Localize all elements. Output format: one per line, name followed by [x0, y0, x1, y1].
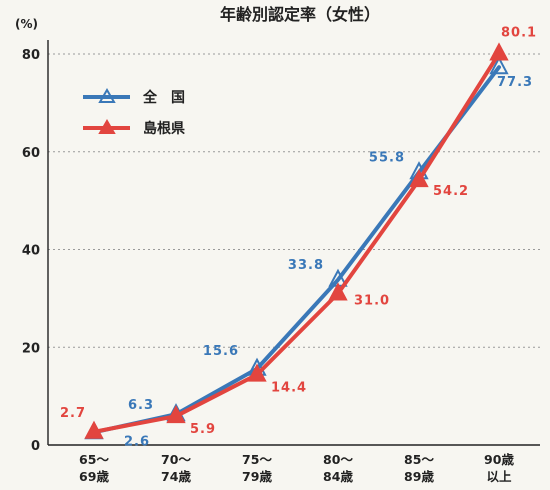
- data-label: 54.2: [433, 184, 469, 199]
- data-labels: 2.6 6.3 15.6 33.8 55.8 77.3 2.7 5.9 14.4 31.0 54.2…: [60, 26, 537, 450]
- data-point-marker: [328, 282, 348, 301]
- x-tick-label: 90歳以上: [484, 452, 514, 484]
- legend-label-national: 全 国: [142, 89, 185, 106]
- legend-marker-national: [98, 88, 116, 103]
- data-label: 6.3: [128, 398, 154, 413]
- data-point-marker: [166, 405, 186, 424]
- gridlines: [48, 53, 540, 348]
- data-point-marker: [247, 363, 267, 382]
- y-tick-label: 0: [31, 439, 40, 454]
- y-tick-label: 60: [22, 146, 40, 161]
- series-line-shimane: [92, 51, 501, 434]
- legend-label-shimane: 島根県: [143, 120, 185, 137]
- y-tick-label: 40: [22, 244, 40, 259]
- legend-item-national: 全 国: [83, 88, 185, 106]
- data-label: 14.4: [271, 381, 307, 396]
- x-tick-labels: 65～ 69歳 70～ 74歳 75～ 79歳 80～ 84歳 85～ 89歳 90歳以上: [79, 452, 514, 484]
- data-label: 77.3: [497, 75, 533, 90]
- data-point-marker: [409, 168, 429, 188]
- legend-marker-shimane: [98, 119, 116, 134]
- chart-title: 年齢別認定率（女性）: [220, 5, 380, 24]
- y-tick-label: 20: [22, 341, 40, 356]
- y-tick-label: 80: [22, 48, 40, 63]
- data-label: 2.6: [124, 434, 150, 449]
- data-label: 33.8: [288, 258, 324, 273]
- x-tick-label: 75～ 79歳: [242, 452, 272, 484]
- x-tick-label: 65～ 69歳: [79, 452, 109, 484]
- data-label: 5.9: [190, 422, 216, 437]
- legend: 全 国 島根県: [83, 88, 185, 137]
- x-tick-label: 80～ 84歳: [323, 452, 353, 484]
- data-label: 55.8: [369, 150, 405, 165]
- y-tick-labels: 0 20 40 60 80: [22, 48, 40, 454]
- data-label: 80.1: [501, 26, 537, 41]
- data-label: 31.0: [354, 293, 390, 308]
- data-point-marker: [489, 56, 509, 75]
- legend-item-shimane: 島根県: [83, 119, 185, 137]
- data-label: 15.6: [203, 344, 239, 359]
- data-point-marker: [84, 420, 104, 439]
- x-tick-label: 85～ 89歳: [404, 452, 434, 484]
- data-label: 2.7: [60, 406, 86, 421]
- series-lines: [84, 42, 509, 440]
- y-axis-unit: (%): [15, 17, 38, 31]
- data-point-marker: [489, 42, 509, 61]
- x-tick-label: 70～ 74歳: [161, 452, 191, 484]
- axes: [47, 40, 540, 446]
